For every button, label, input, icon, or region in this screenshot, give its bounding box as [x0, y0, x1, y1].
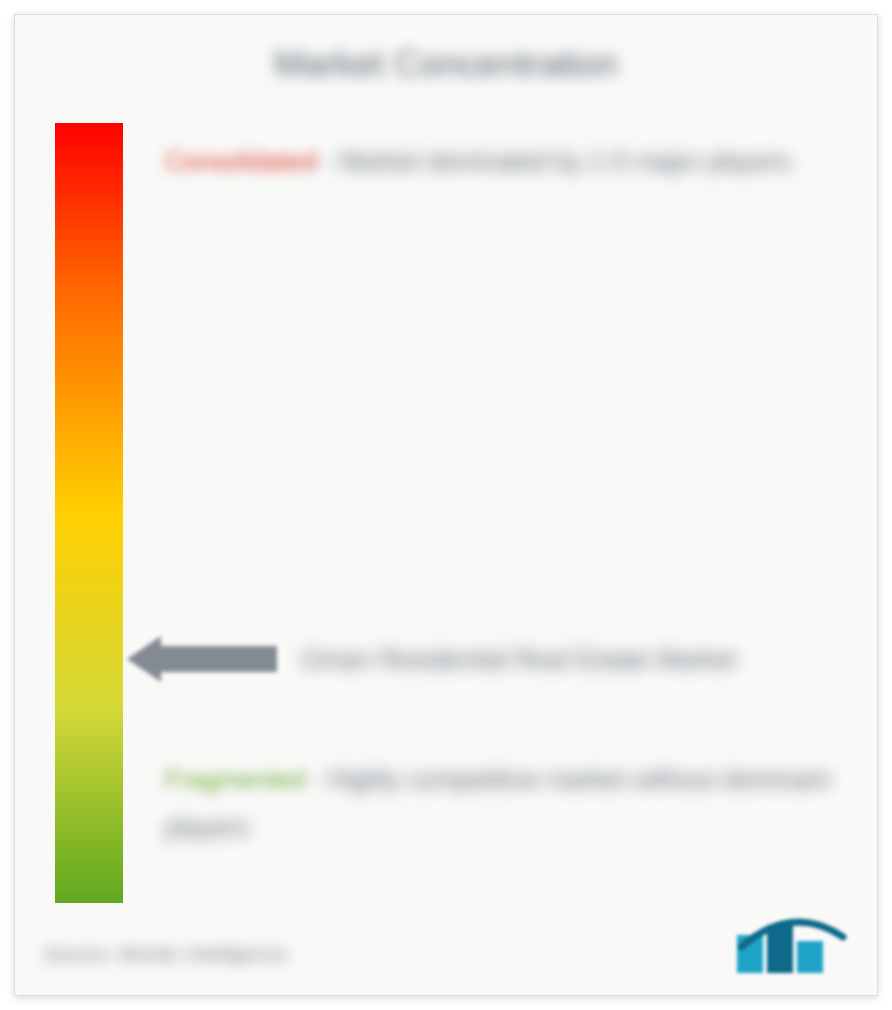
consolidated-label: Consolidated [165, 146, 317, 176]
market-name-label: Oman Residential Real Estate Market [301, 635, 736, 683]
chart-title: Market Concentration [15, 43, 877, 85]
source-attribution: Source: Mordor Intelligence [43, 944, 288, 967]
market-position-arrow-row: Oman Residential Real Estate Market [127, 635, 736, 683]
fragmented-block: Fragmented - Highly competitive market w… [165, 755, 845, 851]
fragmented-label: Fragmented [165, 764, 305, 794]
consolidated-description: - Market dominated by 1-5 major players [324, 146, 791, 176]
left-arrow-icon [127, 636, 277, 682]
concentration-gradient-bar [55, 123, 123, 903]
consolidated-block: Consolidated - Market dominated by 1-5 m… [165, 137, 845, 185]
infographic-card: Market Concentration Consolidated - Mark… [14, 14, 878, 996]
mordor-logo-icon [737, 917, 847, 973]
